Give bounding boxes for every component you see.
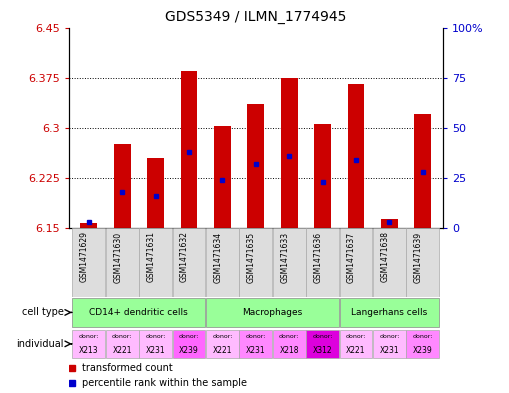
FancyBboxPatch shape: [340, 228, 373, 297]
Text: X221: X221: [346, 346, 366, 355]
Text: donor:: donor:: [179, 334, 199, 340]
Text: donor:: donor:: [212, 334, 233, 340]
FancyBboxPatch shape: [239, 228, 272, 297]
FancyBboxPatch shape: [273, 330, 305, 358]
Text: GSM1471629: GSM1471629: [80, 231, 89, 283]
Bar: [414, 114, 431, 228]
Text: GSM1471636: GSM1471636: [314, 231, 323, 283]
Bar: [314, 125, 331, 228]
Text: Macrophages: Macrophages: [242, 308, 302, 317]
FancyBboxPatch shape: [206, 330, 239, 358]
Text: Langerhans cells: Langerhans cells: [351, 308, 428, 317]
FancyBboxPatch shape: [139, 330, 172, 358]
FancyBboxPatch shape: [406, 330, 439, 358]
Text: X221: X221: [213, 346, 232, 355]
Bar: [80, 222, 97, 228]
Bar: [247, 105, 264, 228]
Text: GSM1471630: GSM1471630: [113, 231, 122, 283]
Text: GSM1471632: GSM1471632: [180, 231, 189, 283]
Text: GSM1471635: GSM1471635: [247, 231, 256, 283]
Text: X231: X231: [380, 346, 399, 355]
Text: donor:: donor:: [346, 334, 366, 340]
Text: percentile rank within the sample: percentile rank within the sample: [82, 378, 247, 388]
Text: donor:: donor:: [78, 334, 99, 340]
Text: cell type: cell type: [22, 307, 64, 318]
FancyBboxPatch shape: [406, 228, 439, 297]
Text: donor:: donor:: [313, 334, 333, 340]
Text: GSM1471637: GSM1471637: [347, 231, 356, 283]
Bar: [281, 78, 298, 228]
FancyBboxPatch shape: [340, 330, 373, 358]
FancyBboxPatch shape: [206, 228, 239, 297]
Bar: [348, 84, 364, 228]
Text: GSM1471631: GSM1471631: [147, 231, 156, 283]
FancyBboxPatch shape: [72, 298, 205, 327]
Text: GSM1471633: GSM1471633: [280, 231, 289, 283]
Text: donor:: donor:: [413, 334, 433, 340]
FancyBboxPatch shape: [72, 228, 105, 297]
FancyBboxPatch shape: [373, 330, 406, 358]
FancyBboxPatch shape: [239, 330, 272, 358]
Text: X312: X312: [313, 346, 332, 355]
Bar: [381, 219, 398, 228]
Text: X239: X239: [179, 346, 199, 355]
Text: donor:: donor:: [146, 334, 166, 340]
FancyBboxPatch shape: [340, 298, 439, 327]
FancyBboxPatch shape: [106, 330, 138, 358]
Bar: [147, 158, 164, 228]
Text: donor:: donor:: [379, 334, 400, 340]
Text: GSM1471639: GSM1471639: [414, 231, 423, 283]
FancyBboxPatch shape: [173, 330, 205, 358]
Text: donor:: donor:: [112, 334, 132, 340]
Text: X239: X239: [413, 346, 433, 355]
Bar: [114, 144, 130, 228]
FancyBboxPatch shape: [373, 228, 406, 297]
FancyBboxPatch shape: [139, 228, 172, 297]
Text: GSM1471634: GSM1471634: [213, 231, 222, 283]
FancyBboxPatch shape: [173, 228, 205, 297]
Text: donor:: donor:: [279, 334, 299, 340]
Text: X221: X221: [112, 346, 132, 355]
FancyBboxPatch shape: [306, 330, 339, 358]
Text: transformed count: transformed count: [82, 364, 173, 373]
Text: GSM1471638: GSM1471638: [380, 231, 389, 283]
FancyBboxPatch shape: [72, 330, 105, 358]
Text: X218: X218: [279, 346, 299, 355]
FancyBboxPatch shape: [306, 228, 339, 297]
Text: individual: individual: [16, 339, 64, 349]
Text: donor:: donor:: [245, 334, 266, 340]
Text: X213: X213: [79, 346, 99, 355]
Text: CD14+ dendritic cells: CD14+ dendritic cells: [90, 308, 188, 317]
Title: GDS5349 / ILMN_1774945: GDS5349 / ILMN_1774945: [165, 10, 347, 24]
FancyBboxPatch shape: [273, 228, 305, 297]
Text: X231: X231: [246, 346, 266, 355]
FancyBboxPatch shape: [206, 298, 339, 327]
Bar: [181, 71, 197, 228]
Bar: [214, 127, 231, 228]
Text: X231: X231: [146, 346, 165, 355]
FancyBboxPatch shape: [106, 228, 138, 297]
